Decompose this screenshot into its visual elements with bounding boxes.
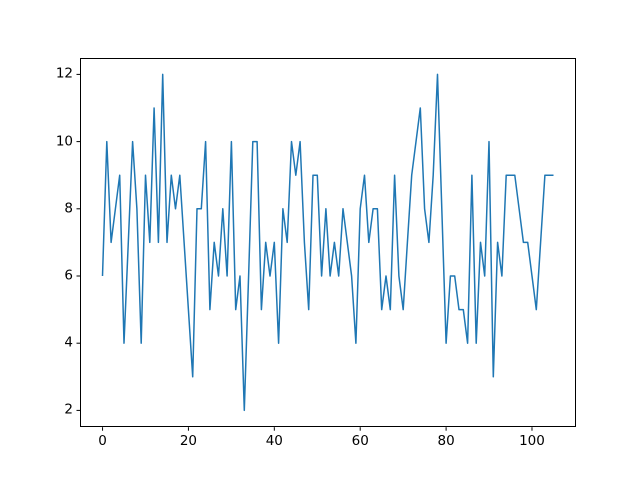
x-tick-label: 20 <box>179 432 198 449</box>
y-tick-label: 10 <box>55 132 73 149</box>
x-tick-label: 80 <box>437 432 455 449</box>
y-tick-label: 8 <box>64 200 73 217</box>
y-tick-label: 12 <box>55 65 73 82</box>
y-tick-label: 6 <box>64 267 73 284</box>
x-tick-label: 0 <box>98 432 107 449</box>
x-tick-label: 40 <box>265 432 283 449</box>
y-tick-label: 4 <box>64 334 73 351</box>
data-line-series <box>101 73 554 412</box>
y-tick-label: 2 <box>64 401 73 418</box>
x-tick-label: 100 <box>519 432 545 449</box>
x-tick-label: 60 <box>351 432 369 449</box>
tick-marks <box>76 73 533 431</box>
